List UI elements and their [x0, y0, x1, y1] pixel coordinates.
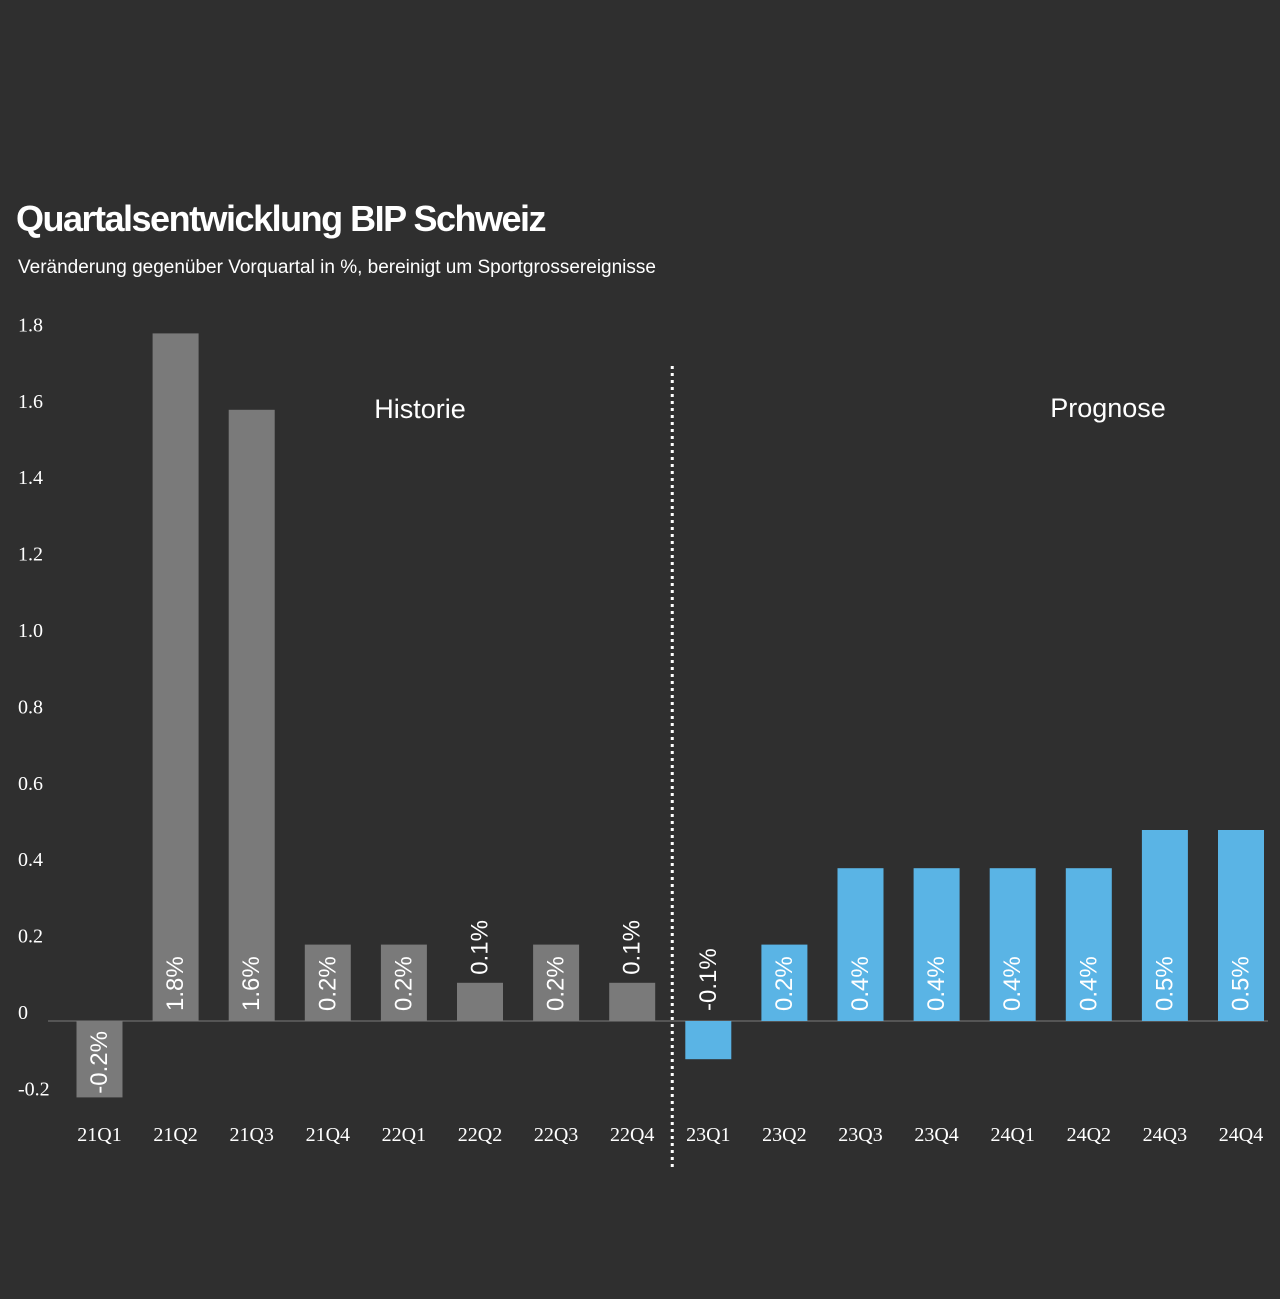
- bar-22q4: [609, 982, 656, 1021]
- x-category-label: 23Q2: [762, 1124, 806, 1146]
- x-category-label: 21Q4: [306, 1124, 350, 1146]
- y-tick-label: 1.8: [18, 314, 43, 336]
- data-label: 1.6%: [238, 956, 265, 1011]
- y-tick-label: 0.4: [18, 849, 43, 871]
- x-category-label: 24Q4: [1219, 1124, 1263, 1146]
- data-label: 0.5%: [1228, 956, 1255, 1011]
- bar-24q4: [1218, 830, 1264, 1021]
- data-label: 0.4%: [923, 956, 950, 1011]
- data-label: -0.2%: [86, 1031, 113, 1094]
- y-tick-label: 1.0: [18, 620, 43, 642]
- x-category-label: 24Q1: [990, 1124, 1034, 1146]
- y-tick-label: 1.4: [18, 467, 43, 489]
- x-category-label: 23Q4: [914, 1124, 958, 1146]
- data-label: 0.1%: [619, 920, 646, 975]
- x-category-label: 23Q3: [838, 1124, 882, 1146]
- y-tick-label: 0.6: [18, 773, 43, 795]
- y-tick-label: 0.8: [18, 696, 43, 718]
- x-category-label: 24Q2: [1067, 1124, 1111, 1146]
- annotation-prognose: Prognose: [1050, 393, 1166, 423]
- bar-24q3: [1141, 830, 1188, 1021]
- bar-21q2: [152, 333, 199, 1021]
- bar-23q3: [837, 868, 884, 1021]
- y-tick-label: 0.2: [18, 926, 43, 948]
- x-category-label: 21Q1: [77, 1124, 121, 1146]
- x-category-label: 23Q1: [686, 1124, 730, 1146]
- y-tick-label: 0: [18, 1002, 28, 1024]
- annotation-historie: Historie: [374, 394, 466, 424]
- data-label: -0.1%: [695, 948, 722, 1011]
- data-label: 0.2%: [543, 956, 570, 1011]
- x-category-label: 22Q3: [534, 1124, 578, 1146]
- bar-23q1: [685, 1021, 732, 1060]
- bar-24q1: [989, 868, 1036, 1021]
- data-label: 0.4%: [1075, 956, 1102, 1011]
- bar-23q4: [913, 868, 960, 1021]
- bar-21q3: [228, 409, 275, 1021]
- y-tick-label: 1.6: [18, 391, 43, 413]
- x-category-label: 21Q2: [153, 1124, 197, 1146]
- x-category-label: 21Q3: [229, 1124, 273, 1146]
- data-label: 0.4%: [999, 956, 1026, 1011]
- x-category-label: 24Q3: [1143, 1124, 1187, 1146]
- data-label: 0.5%: [1151, 956, 1178, 1011]
- data-label: 0.2%: [314, 956, 341, 1011]
- bar-22q3: [533, 944, 580, 1021]
- y-tick-label: 1.2: [18, 544, 43, 566]
- bar-22q2: [457, 982, 503, 1021]
- chart-title: Quartalsentwicklung BIP Schweiz: [16, 198, 547, 239]
- bar-21q1: [76, 1021, 123, 1098]
- x-category-label: 22Q2: [458, 1124, 502, 1146]
- data-label: 0.2%: [771, 956, 798, 1011]
- data-label: 0.4%: [847, 956, 874, 1011]
- x-category-label: 22Q4: [610, 1124, 654, 1146]
- bar-24q2: [1065, 868, 1112, 1021]
- data-label: 0.2%: [390, 956, 417, 1011]
- chart-subtitle: Veränderung gegenüber Vorquartal in %, b…: [18, 257, 656, 278]
- data-label: 0.1%: [467, 920, 494, 975]
- y-tick-label: -0.2: [18, 1078, 50, 1100]
- bar-23q2: [761, 944, 808, 1021]
- bar-22q1: [380, 944, 427, 1021]
- data-label: 1.8%: [162, 956, 189, 1011]
- x-category-label: 22Q1: [382, 1124, 426, 1146]
- bar-21q4: [304, 944, 351, 1021]
